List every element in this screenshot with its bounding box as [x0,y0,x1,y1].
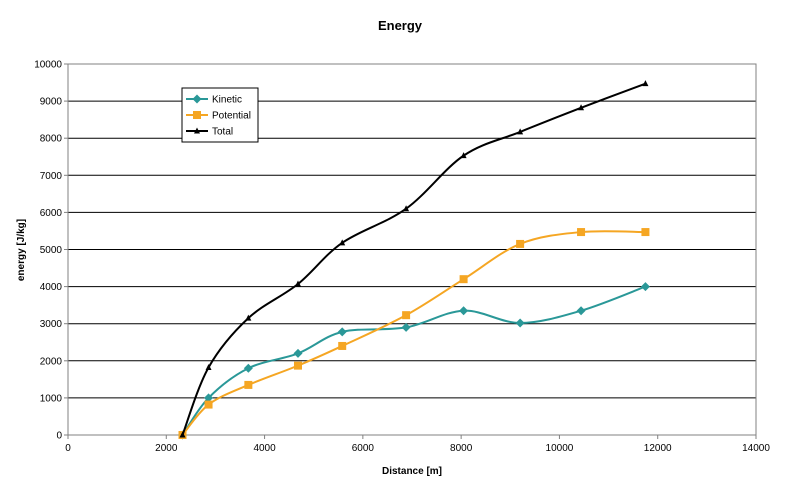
potential-point [204,400,213,409]
kinetic-point [337,327,347,337]
y-tick-label: 8000 [40,134,63,145]
legend-item-potential: Potential [186,111,251,122]
x-tick-label: 4000 [253,443,276,454]
total-point [517,128,524,135]
y-tick-label: 7000 [40,171,63,182]
x-tick-label: 10000 [546,443,574,454]
total-point [339,239,346,246]
y-tick-label: 2000 [40,356,63,367]
kinetic-point [243,363,253,373]
legend-marker [193,111,201,119]
series-potential [178,228,650,439]
y-tick-label: 9000 [40,97,63,108]
total-point [460,152,467,159]
legend-item-kinetic: Kinetic [186,94,242,106]
x-tick-label: 8000 [450,443,473,454]
x-tick-label: 12000 [644,443,672,454]
potential-line [181,230,646,436]
total-point [179,431,186,438]
legend: Kinetic Potential Total [181,87,259,143]
total-point [205,363,212,370]
kinetic-point [640,282,650,292]
total-point [294,280,301,287]
x-tick-label: 14000 [742,443,770,454]
total-point [642,80,649,87]
legend-label: Kinetic [212,95,242,106]
total-line [181,82,646,436]
kinetic-point [204,393,214,403]
kinetic-point [459,306,469,316]
gridlines [68,63,756,399]
y-tick-label: 10000 [34,60,62,71]
series-total [179,80,649,438]
y-tick-labels: 0 1000 2000 3000 4000 5000 6000 7000 8000 9000 100… [34,60,68,442]
y-tick-label: 3000 [40,319,63,330]
potential-point [338,341,347,350]
total-point [578,104,585,111]
legend-item-total: Total [186,127,233,138]
legend-label: Total [212,127,233,138]
total-point [245,314,252,321]
y-tick-label: 1000 [40,393,63,404]
legend-marker [192,94,202,104]
legend-label: Potential [212,111,251,122]
potential-point [641,228,650,237]
y-tick-label: 6000 [40,208,63,219]
x-tick-label: 2000 [155,443,178,454]
potential-point [459,275,468,284]
x-axis-label: Distance [m] [382,466,442,477]
potential-point [293,361,302,370]
kinetic-point [401,322,411,332]
legend-marker [194,127,200,134]
y-tick-label: 0 [56,431,62,442]
chart-title: Energy [378,18,423,33]
potential-point [577,228,586,237]
y-tick-label: 4000 [40,282,63,293]
x-tick-label: 6000 [352,443,375,454]
potential-point [244,380,253,389]
x-tick-labels: 0 2000 4000 6000 8000 10000 12000 14000 [65,435,770,454]
kinetic-point [576,306,586,316]
y-axis-label: energy [J/kg] [16,219,27,281]
kinetic-point [515,318,525,328]
x-tick-label: 0 [65,443,71,454]
series-layer [178,80,650,440]
potential-point [402,311,411,320]
potential-point [516,239,525,248]
kinetic-point [293,348,303,358]
y-tick-label: 5000 [40,245,63,256]
total-point [403,205,410,212]
